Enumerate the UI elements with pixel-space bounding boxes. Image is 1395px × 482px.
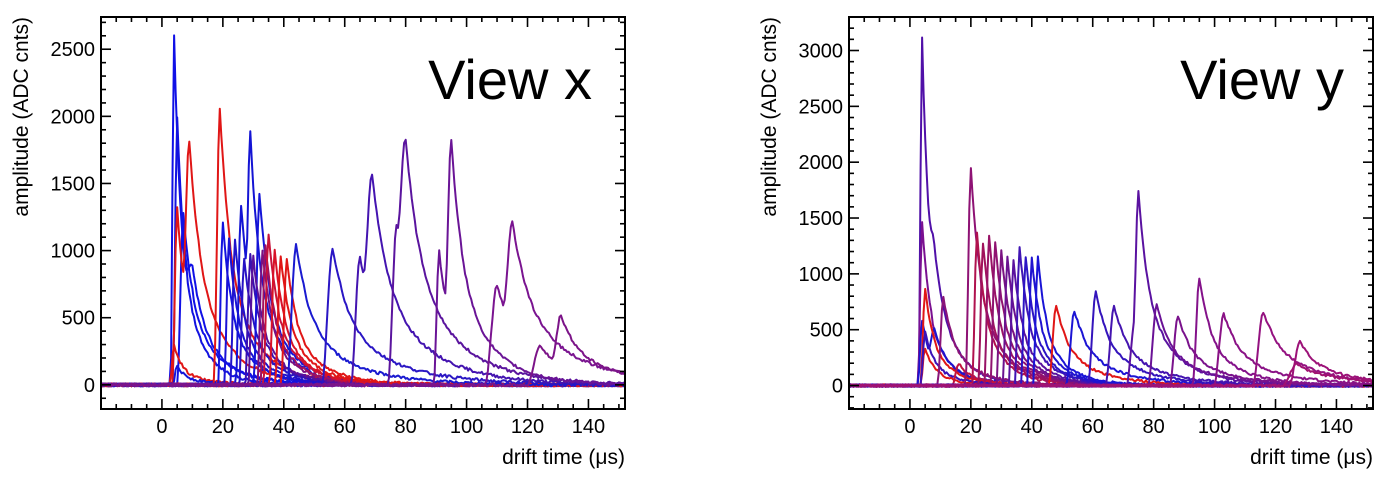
y-tick-label: 1500 [51, 173, 96, 195]
y-tick-label: 500 [810, 320, 843, 342]
x-tick-label: 100 [1198, 416, 1231, 438]
x-tick-label: 0 [904, 416, 915, 438]
y-tick-label: 500 [62, 308, 95, 330]
y-tick-label: 2500 [799, 96, 844, 118]
x-tick-labels: 0 20 40 60 80 100 120 140 [156, 416, 605, 438]
y-tick-label: 0 [832, 376, 843, 398]
x-tick-label: 140 [572, 416, 605, 438]
y-tick-labels: 0 500 1000 1500 2000 2500 3000 [799, 41, 844, 398]
plot-frame [100, 16, 626, 410]
x-tick-label: 20 [960, 416, 982, 438]
series-group [849, 36, 1373, 388]
x-tick-label: 60 [1082, 416, 1104, 438]
x-tick-label: 0 [156, 416, 167, 438]
x-axis-title: drift time (μs) [1250, 446, 1373, 469]
x-tick-label: 80 [1143, 416, 1165, 438]
plot-frame [848, 16, 1374, 410]
series-group [101, 34, 625, 388]
y-tick-labels: 0 500 1000 1500 2000 2500 [51, 39, 96, 397]
x-tick-label: 60 [334, 416, 356, 438]
x-tick-label: 20 [212, 416, 234, 438]
x-tick-labels: 0 20 40 60 80 100 120 140 [904, 416, 1353, 438]
panel-label: View y [1180, 48, 1344, 111]
y-axis-title: amplitude (ADC cnts) [10, 17, 33, 217]
x-axis-title: drift time (μs) [502, 446, 625, 469]
y-axis-title: amplitude (ADC cnts) [758, 17, 781, 217]
x-tick-label: 40 [273, 416, 295, 438]
y-tick-label: 1500 [799, 208, 844, 230]
x-tick-label: 80 [395, 416, 417, 438]
panel-label: View x [428, 48, 592, 111]
panel-view-x: 0 500 1000 1500 2000 2500 0 20 40 60 80 … [10, 16, 626, 469]
y-tick-label: 2000 [799, 152, 844, 174]
y-tick-label: 2500 [51, 39, 96, 61]
x-tick-label: 120 [511, 416, 544, 438]
x-tick-label: 40 [1021, 416, 1043, 438]
panel-view-y: 0 500 1000 1500 2000 2500 3000 0 20 40 6… [758, 16, 1374, 469]
x-tick-label: 120 [1259, 416, 1292, 438]
y-tick-label: 2000 [51, 106, 96, 128]
x-tick-label: 140 [1320, 416, 1353, 438]
y-tick-label: 3000 [799, 41, 844, 63]
x-tick-label: 100 [450, 416, 483, 438]
series-line-pulse-28 [101, 314, 625, 388]
y-tick-label: 1000 [51, 241, 96, 263]
y-tick-label: 0 [84, 375, 95, 397]
y-tick-label: 1000 [799, 264, 844, 286]
series-line-pulse-32 [849, 362, 1373, 388]
